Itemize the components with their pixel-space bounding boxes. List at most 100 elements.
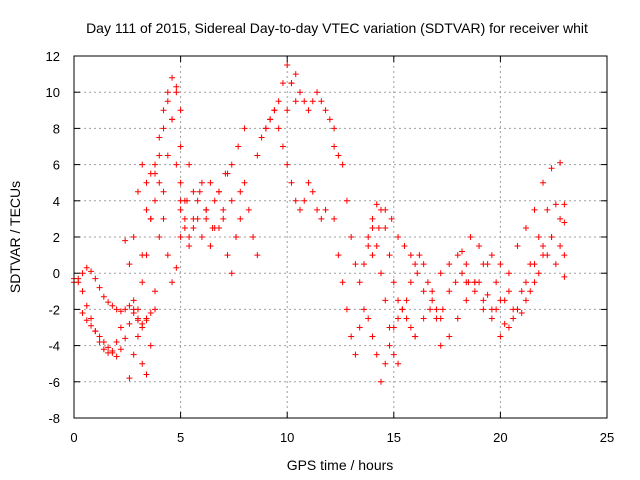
- data-point: [83, 264, 90, 271]
- data-point: [215, 188, 222, 195]
- data-point: [395, 315, 402, 322]
- data-point: [181, 215, 188, 222]
- data-point: [420, 261, 427, 268]
- data-point: [88, 322, 95, 329]
- data-point: [388, 215, 395, 222]
- data-point: [399, 306, 406, 313]
- data-point: [348, 234, 355, 240]
- data-point: [514, 306, 521, 313]
- data-point: [134, 333, 141, 340]
- data-point: [467, 234, 474, 240]
- data-point: [288, 80, 295, 87]
- data-point: [139, 324, 146, 331]
- data-point: [548, 165, 555, 172]
- data-point: [369, 252, 376, 259]
- data-point: [134, 315, 141, 322]
- series-sat-l: [262, 71, 338, 150]
- data-point: [237, 188, 244, 195]
- data-point: [130, 351, 137, 358]
- data-point: [433, 315, 440, 322]
- data-point: [522, 224, 529, 231]
- data-point: [177, 143, 184, 150]
- data-point: [186, 234, 193, 240]
- series-sat-t: [459, 201, 568, 313]
- data-point: [296, 89, 303, 96]
- y-tick-label: 8: [53, 121, 60, 136]
- data-point: [331, 125, 338, 132]
- data-point: [501, 297, 508, 304]
- data-point: [267, 116, 274, 123]
- data-point: [505, 288, 512, 295]
- series-sat-g: [139, 89, 193, 286]
- data-point: [471, 288, 478, 295]
- data-point: [139, 279, 146, 286]
- data-point: [403, 315, 410, 322]
- data-point: [318, 98, 325, 105]
- data-point: [160, 215, 167, 222]
- data-point: [501, 320, 508, 327]
- data-point: [339, 279, 346, 286]
- data-point: [284, 62, 291, 69]
- x-tick-label: 20: [493, 430, 507, 445]
- data-point: [505, 270, 512, 277]
- series-sat-j: [177, 125, 248, 231]
- data-point: [113, 306, 120, 313]
- data-point: [412, 333, 419, 340]
- data-point: [518, 288, 525, 295]
- data-point: [220, 215, 227, 222]
- data-point: [79, 288, 86, 295]
- axis-ticks: 0 5 10 15 20 25 -8 -6 -4 -2 0 2 4 6 8 10 12: [46, 49, 615, 445]
- data-point: [360, 306, 367, 313]
- data-point: [544, 252, 551, 259]
- x-tick-label: 5: [177, 430, 184, 445]
- data-point: [235, 143, 242, 150]
- data-point: [476, 243, 483, 250]
- data-point: [314, 206, 321, 213]
- data-point: [183, 197, 190, 204]
- data-point: [522, 297, 529, 304]
- data-point: [305, 107, 312, 114]
- data-point: [561, 273, 568, 280]
- data-point: [237, 215, 244, 222]
- data-point: [335, 252, 342, 259]
- data-point: [164, 252, 171, 259]
- data-point: [147, 342, 154, 349]
- data-point: [505, 324, 512, 331]
- data-point: [152, 197, 159, 204]
- data-point: [292, 197, 299, 204]
- data-point: [143, 179, 150, 186]
- data-point: [395, 234, 402, 240]
- data-point: [395, 360, 402, 367]
- data-point: [241, 179, 248, 186]
- data-point: [160, 125, 167, 132]
- data-point: [92, 275, 99, 282]
- data-point: [83, 302, 90, 309]
- data-point: [152, 306, 159, 313]
- data-point: [156, 234, 163, 240]
- data-point: [429, 288, 436, 295]
- data-point: [147, 215, 154, 222]
- data-point: [497, 261, 504, 268]
- data-point: [309, 98, 316, 105]
- data-point: [382, 360, 389, 367]
- data-point: [190, 188, 197, 195]
- data-point: [228, 270, 235, 277]
- data-point: [446, 261, 453, 268]
- data-point: [463, 297, 470, 304]
- data-point: [540, 179, 547, 186]
- data-point: [531, 279, 538, 286]
- data-point: [403, 297, 410, 304]
- data-point: [343, 306, 350, 313]
- data-point: [152, 288, 159, 295]
- data-point: [552, 261, 559, 268]
- data-point: [305, 179, 312, 186]
- data-point: [126, 320, 133, 327]
- data-point: [147, 310, 154, 317]
- y-tick-label: 4: [53, 194, 60, 209]
- data-point: [369, 224, 376, 231]
- series-sat-s: [437, 201, 568, 349]
- data-point: [196, 188, 203, 195]
- x-axis-label: GPS time / hours: [287, 457, 394, 473]
- series-sat-b: [71, 264, 150, 327]
